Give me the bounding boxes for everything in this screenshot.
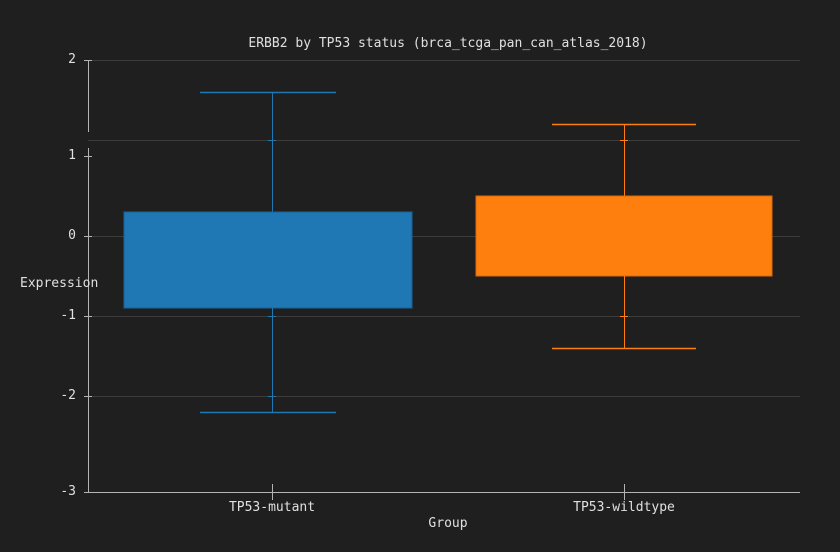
y-tick-label: 0 [68, 228, 76, 243]
x-axis-label: Group [428, 516, 468, 531]
y-tick-label: -3 [60, 484, 76, 499]
x-tick-label-mutant: TP53-mutant [228, 500, 316, 515]
chart-title: ERBB2 by TP53 status (brca_tcga_pan_can_… [248, 36, 648, 51]
y-tick-label: 2 [68, 52, 76, 67]
y-tick-label: -1 [60, 308, 76, 323]
box-tp53-mutant [123, 91, 413, 414]
x-axis [86, 484, 800, 500]
x-tick-label-wildtype: TP53-wildtype [573, 500, 675, 515]
y-axis [84, 60, 92, 493]
y-tick-label: -2 [60, 388, 76, 403]
y-axis-label: Expression [20, 276, 99, 291]
y-tick-label: 1 [68, 148, 76, 163]
box-tp53-wildtype [475, 123, 773, 350]
